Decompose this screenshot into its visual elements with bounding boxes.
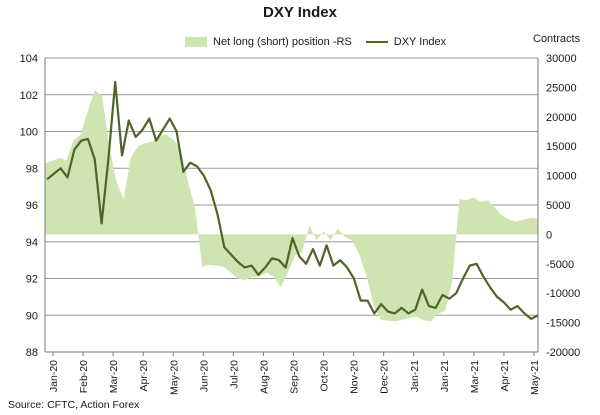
y2-tick-label: 10000 [546,171,577,183]
x-tick-label: Sep-20 [289,360,301,394]
y-tick-label: 100 [20,127,38,139]
x-tick-label: May-21 [529,360,541,395]
y-tick-label: 96 [26,200,38,212]
y-tick-label: 88 [26,347,38,359]
x-tick-label: Mar-21 [469,360,481,393]
legend: Net long (short) position -RS DXY Index [185,36,446,48]
x-tick-label: May-20 [168,360,180,395]
chart-title: DXY Index [263,4,337,21]
x-tick-label: Oct-20 [319,360,331,392]
y-tick-label: 102 [20,90,38,102]
right-axis-title: Contracts [533,33,581,45]
x-tick-label: Jan-21 [409,360,421,392]
y-tick-label: 98 [26,163,38,175]
x-tick-label: Jan-20 [48,360,60,392]
y2-tick-label: -20000 [546,347,580,359]
x-tick-label: Apr-20 [138,360,150,392]
dxy-index-line [46,80,539,320]
y2-tick-label: 25000 [546,82,577,94]
legend-swatch-area [185,37,207,47]
y-tick-label: 90 [26,310,38,322]
y2-tick-label: 0 [546,229,552,241]
x-tick-label: Aug-20 [258,360,270,394]
x-tick-label: Mar-20 [108,360,120,393]
x-tick-label: Jan-21 [439,360,451,392]
x-tick-label: Feb-20 [78,360,90,393]
y2-tick-label: -5000 [546,259,574,271]
net-position-area [45,90,538,322]
x-tick-label: Jun-20 [198,360,210,392]
x-tick-label: Jul-20 [228,360,240,389]
legend-label-dxy: DXY Index [393,36,447,48]
y2-tick-label: 20000 [546,112,577,124]
legend-swatch-line [365,41,388,43]
y-tick-label: 94 [26,237,38,249]
y2-tick-label: -15000 [546,318,580,330]
source-note: Source: CFTC, Action Forex [8,399,140,411]
y2-tick-label: 15000 [546,141,577,153]
y-tick-label: 104 [20,53,38,65]
y2-tick-label: 30000 [546,53,577,65]
x-tick-label: Nov-20 [349,360,361,394]
x-tick-label: Dec-20 [379,360,391,394]
y-tick-label: 92 [26,274,38,286]
y2-tick-label: 5000 [546,200,570,212]
x-tick-label: Apr-21 [499,360,511,392]
y2-tick-label: -10000 [546,288,580,300]
legend-label-net-long: Net long (short) position -RS [213,36,352,48]
